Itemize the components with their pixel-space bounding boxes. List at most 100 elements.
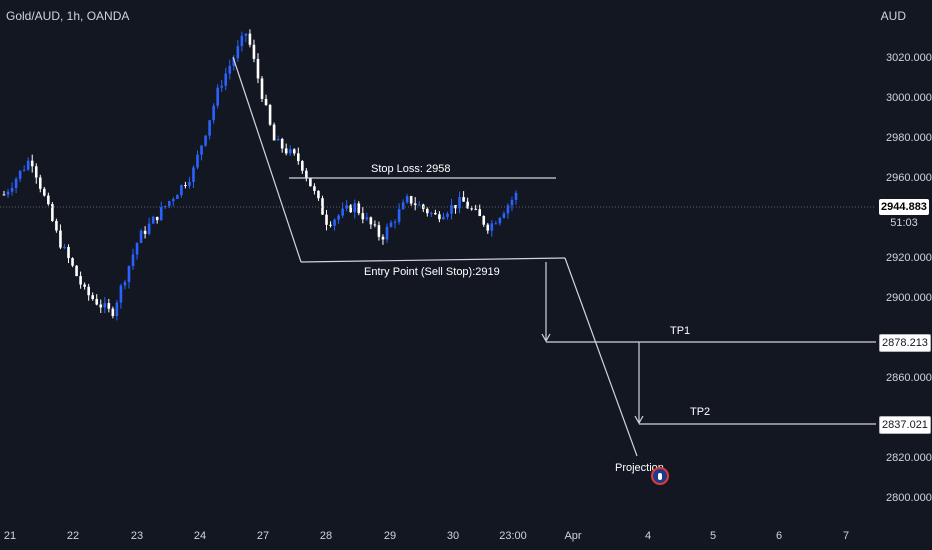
candle-body	[373, 224, 377, 226]
candle-body	[397, 209, 401, 222]
candle-body	[301, 161, 304, 171]
price-tick: 2820.000	[886, 452, 932, 464]
tradingview-logo-icon[interactable]	[651, 467, 669, 485]
candle-body	[345, 205, 348, 209]
price-tick: 2860.000	[886, 372, 932, 384]
candle-body	[361, 213, 365, 220]
candle-body	[2, 194, 6, 196]
candle-body	[143, 230, 147, 234]
annotation-labels: Stop Loss: 2958 Entry Point (Sell Stop):…	[364, 163, 710, 474]
candle-body	[135, 242, 139, 255]
time-tick: 24	[194, 530, 206, 542]
candle-body	[212, 105, 215, 121]
candle-body	[10, 188, 14, 192]
time-tick: 27	[257, 530, 269, 542]
price-tick: 2900.000	[886, 292, 932, 304]
candle-body	[502, 213, 506, 218]
candle-body	[47, 195, 50, 205]
time-tick: 22	[67, 530, 79, 542]
candle-body	[95, 298, 99, 305]
candle-body	[99, 304, 103, 308]
candle-body	[22, 169, 26, 171]
candle-body	[426, 208, 429, 214]
candle-body	[466, 201, 469, 209]
candle-body	[248, 33, 252, 45]
entry-label: Entry Point (Sell Stop):2919	[364, 266, 500, 278]
symbol-title[interactable]: Gold/AUD, 1h, OANDA	[6, 9, 130, 23]
candle-body	[103, 303, 107, 308]
candle-body	[131, 254, 135, 267]
candle-body	[139, 230, 143, 243]
candle-body	[498, 217, 502, 224]
time-tick: 30	[447, 530, 459, 542]
candle-body	[450, 205, 453, 214]
candle-body	[123, 282, 127, 286]
candle-body	[349, 205, 353, 213]
candle-body	[381, 236, 385, 240]
candle-body	[292, 149, 296, 154]
candle-body	[288, 149, 292, 154]
candle-body	[417, 204, 421, 206]
candle-body	[111, 308, 115, 317]
price-tick: 2800.000	[886, 492, 932, 504]
candle-body	[6, 191, 10, 195]
entry-line[interactable]	[300, 257, 566, 263]
trade-drawings	[0, 56, 876, 457]
candle-body	[30, 160, 34, 167]
candle-body	[240, 35, 244, 47]
candle-body	[18, 170, 22, 179]
bar-countdown: 51:03	[879, 215, 929, 231]
time-tick: 7	[843, 530, 849, 542]
candle-body	[264, 98, 268, 105]
price-tick: 3020.000	[886, 52, 932, 64]
candle-body	[167, 201, 171, 206]
candle-body	[147, 223, 151, 234]
currency-label: AUD	[880, 9, 906, 23]
candle-body	[458, 197, 461, 209]
candle-body	[79, 276, 82, 285]
candle-body	[200, 145, 203, 155]
candle-body	[514, 192, 518, 200]
candle-body	[272, 124, 276, 141]
candle-body	[341, 208, 344, 216]
projection-path	[564, 257, 638, 457]
candle-body	[405, 196, 409, 203]
stop-loss-label: Stop Loss: 2958	[371, 163, 451, 175]
candle-body	[434, 212, 437, 215]
candle-body	[506, 205, 510, 214]
candle-body	[478, 209, 482, 217]
candle-body	[357, 203, 361, 214]
candle-body	[365, 217, 369, 220]
price-axis[interactable]: 3020.000 3000.000 2980.000 2960.000 2920…	[886, 52, 932, 504]
tp2-price-tag: 2837.021	[879, 416, 931, 434]
candle-body	[393, 221, 397, 223]
candle-body	[256, 58, 260, 79]
candle-body	[252, 44, 256, 59]
candle-body	[296, 153, 300, 162]
candle-body	[325, 214, 328, 225]
candle-body	[232, 58, 236, 66]
candle-body	[208, 120, 211, 136]
candle-body	[51, 204, 54, 221]
time-tick: 4	[645, 530, 651, 542]
candle-body	[276, 138, 280, 141]
trend-line-drop	[232, 56, 302, 263]
candle-body	[385, 226, 389, 240]
candle-body	[204, 135, 207, 146]
candle-body	[494, 223, 498, 225]
candle-body	[409, 196, 413, 204]
candle-body	[43, 188, 46, 196]
candle-body	[442, 216, 445, 220]
candle-body	[34, 166, 38, 178]
time-axis[interactable]: 21 22 23 24 27 28 29 30 23:00 Apr 4 5 6 …	[4, 530, 849, 542]
price-tick: 2920.000	[886, 252, 932, 264]
candle-body	[430, 212, 433, 214]
time-tick: Apr	[564, 530, 581, 542]
candle-body	[353, 203, 357, 213]
arrow-head-tp1	[541, 333, 551, 343]
candle-body	[188, 181, 191, 186]
candle-body	[486, 224, 490, 231]
candle-body	[224, 73, 228, 86]
candle-body	[280, 138, 284, 149]
